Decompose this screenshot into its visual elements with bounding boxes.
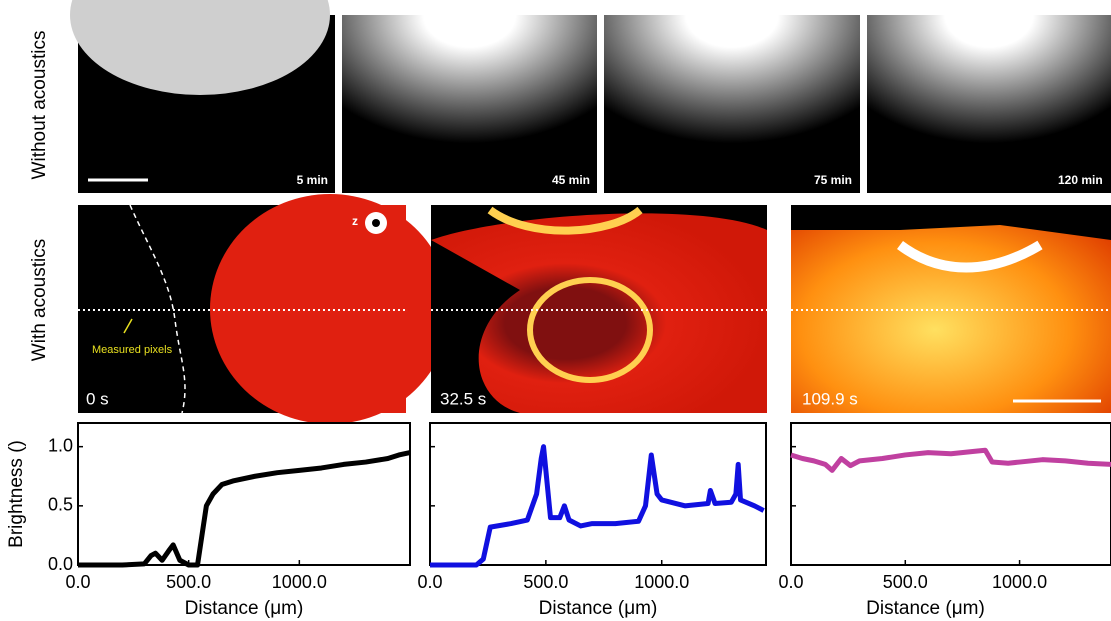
x-tick-label: 500.0: [166, 572, 211, 592]
x-tick-label: 0.0: [417, 572, 442, 592]
time-label: 109.9 s: [802, 389, 858, 408]
x-axis-label: Distance (μm): [539, 598, 658, 619]
x-tick-label: 1000.0: [992, 572, 1047, 592]
x-tick-label: 1000.0: [272, 572, 327, 592]
time-label: 32.5 s: [440, 389, 486, 408]
y-tick-label: 0.5: [48, 495, 73, 515]
x-axis-label: Distance (μm): [185, 598, 304, 619]
x-tick-label: 0.0: [65, 572, 90, 592]
annotation: Measured pixels: [92, 344, 173, 356]
time-label: 45 min: [552, 173, 590, 187]
x-tick-label: 0.0: [778, 572, 803, 592]
axis-symbol: z: [352, 214, 358, 228]
y-axis-label: Brightness (): [6, 440, 27, 548]
x-tick-label: 1000.0: [634, 572, 689, 592]
time-label: 120 min: [1058, 173, 1103, 187]
row-label: With acoustics: [29, 239, 50, 361]
top-images: [70, 0, 1111, 193]
row-label: Without acoustics: [29, 31, 50, 180]
time-label: 0 s: [86, 389, 109, 408]
y-tick-label: 1.0: [48, 435, 73, 455]
data-line: [791, 450, 1111, 470]
plot-frame: [430, 423, 766, 565]
data-line: [78, 453, 410, 565]
plot-frame: [78, 423, 410, 565]
time-label: 75 min: [814, 173, 852, 187]
x-tick-label: 500.0: [523, 572, 568, 592]
x-tick-label: 500.0: [883, 572, 928, 592]
bottom-images: [78, 194, 1111, 424]
data-line: [430, 447, 764, 565]
plot-frame: [791, 423, 1111, 565]
time-label: 5 min: [297, 173, 328, 187]
y-tick-label: 0.0: [48, 554, 73, 574]
x-axis-label: Distance (μm): [866, 598, 985, 619]
figure: Without acoustics With acoustics 5 min 4…: [0, 0, 1111, 621]
